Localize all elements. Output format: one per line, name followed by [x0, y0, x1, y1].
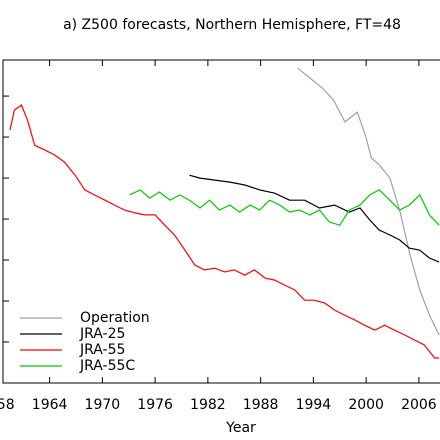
plot-area: [9, 67, 440, 359]
x-tick-label: 1970: [85, 397, 121, 413]
legend-label: JRA-55C: [79, 358, 135, 374]
series-line: [189, 174, 440, 263]
plot-frame: [2, 59, 440, 384]
legend-label: Operation: [80, 310, 150, 326]
series-line: [9, 104, 440, 359]
legend-label: JRA-25: [79, 326, 125, 342]
x-tick-label: 2006: [401, 397, 437, 413]
x-axis-label: Year: [225, 420, 256, 436]
x-tick-label: 2000: [348, 397, 384, 413]
x-tick-label: 1982: [190, 397, 226, 413]
series-line: [129, 189, 440, 226]
x-tick-label: 1976: [137, 397, 173, 413]
chart-title: a) Z500 forecasts, Northern Hemisphere, …: [63, 17, 401, 33]
x-tick-label: 1964: [32, 397, 68, 413]
x-tick-label: 1994: [296, 397, 332, 413]
legend-label: JRA-55: [79, 342, 125, 358]
x-tick-label: 1958: [0, 397, 15, 413]
series-line: [297, 67, 440, 336]
x-tick-label: 1988: [243, 397, 279, 413]
